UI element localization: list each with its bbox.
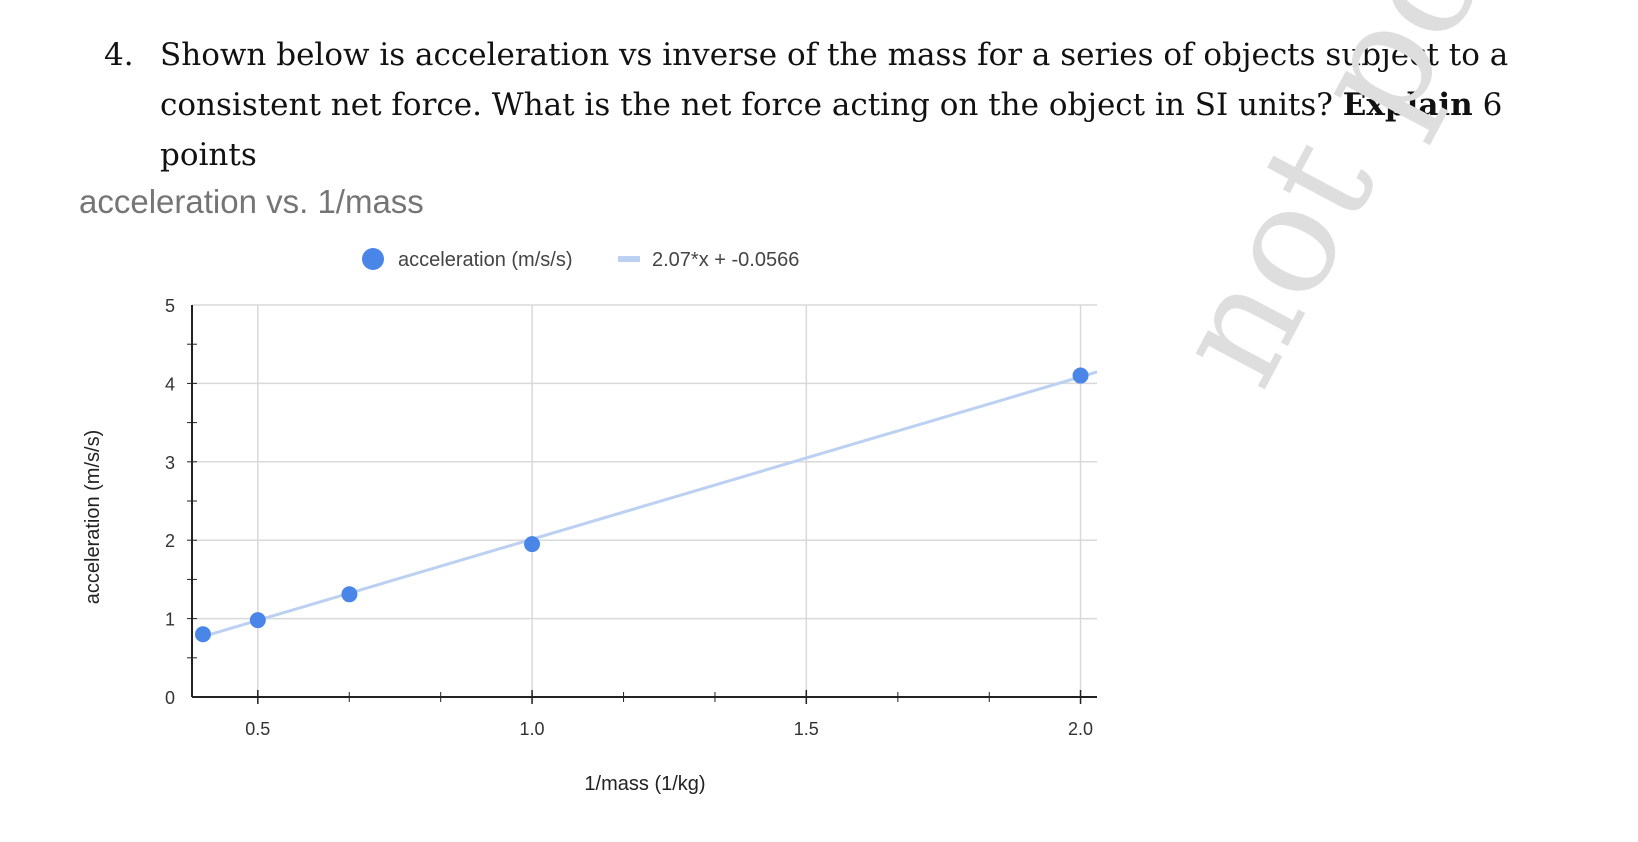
- chart-data-layer: [194, 367, 1098, 643]
- x-axis-label: 1/mass (1/kg): [584, 773, 705, 795]
- legend-marker-acceleration: [362, 248, 384, 270]
- y-tick-label-0: 0: [165, 688, 175, 708]
- y-tick-label-4: 4: [165, 374, 175, 394]
- legend-label-trendline: 2.07*x + -0.0566: [652, 249, 799, 271]
- x-tick-label-1: 1.0: [520, 719, 545, 739]
- y-tick-label-5: 5: [165, 296, 175, 316]
- data-point-0: [194, 626, 211, 643]
- question-number: 4.: [104, 37, 134, 73]
- legend-marker-trendline: [618, 256, 640, 262]
- question-emphasis: Explain: [1342, 87, 1473, 123]
- x-tick-label-3: 2.0: [1068, 719, 1093, 739]
- y-tick-label-2: 2: [165, 531, 175, 551]
- question-body: Shown below is acceleration vs inverse o…: [160, 37, 1509, 123]
- x-tick-label-0: 0.5: [245, 719, 270, 739]
- chart-legend: acceleration (m/s/s) 2.07*x + -0.0566: [362, 248, 799, 271]
- question-text: Shown below is acceleration vs inverse o…: [160, 30, 1560, 180]
- data-point-4: [1072, 367, 1089, 384]
- data-point-2: [341, 586, 358, 603]
- y-tick-label-1: 1: [165, 610, 175, 630]
- trendline: [202, 370, 1098, 638]
- legend-label-acceleration: acceleration (m/s/s): [398, 249, 573, 271]
- y-axis-label: acceleration (m/s/s): [82, 430, 104, 605]
- chart-grid: [192, 304, 1097, 697]
- data-point-1: [249, 612, 266, 629]
- x-tick-label-2: 1.5: [794, 719, 819, 739]
- chart-axes: 0 1 2 3 4 5 0.5 1.0 1.5 2.0: [165, 296, 1097, 739]
- data-point-3: [524, 536, 541, 553]
- chart-title: acceleration vs. 1/mass: [79, 183, 424, 220]
- y-tick-label-3: 3: [165, 453, 175, 473]
- question-points: 6 points: [160, 87, 1503, 173]
